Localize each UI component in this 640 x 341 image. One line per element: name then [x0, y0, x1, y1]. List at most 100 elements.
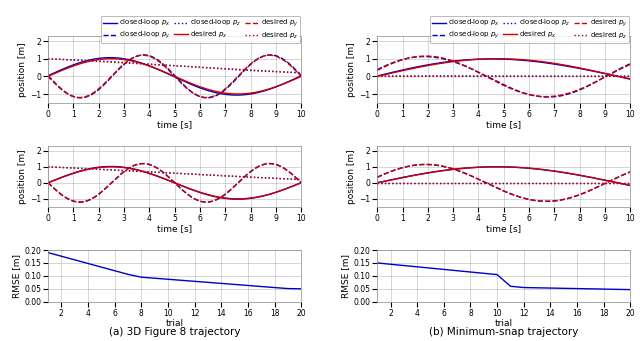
desired $p_y$ — [298, 74, 305, 78]
closed-loop $p_x$ — [547, 62, 555, 66]
Line: desired $p_z$: desired $p_z$ — [48, 59, 301, 73]
desired $p_z$ — [476, 74, 483, 78]
desired $p_z$ — [156, 63, 163, 67]
closed-loop $p_z$ — [572, 74, 579, 78]
Legend: closed-loop $p_x$, closed-loop $p_y$, closed-loop $p_z$, desired $p_x$, desired : closed-loop $p_x$, closed-loop $p_y$, cl… — [430, 16, 630, 43]
desired $p_y$ — [70, 94, 77, 99]
closed-loop $p_y$ — [548, 95, 556, 99]
desired $p_y$ — [548, 94, 556, 99]
Y-axis label: position [m]: position [m] — [348, 42, 356, 97]
closed-loop $p_y$ — [77, 96, 84, 100]
closed-loop $p_x$ — [44, 74, 52, 78]
desired $p_z$ — [246, 68, 254, 72]
closed-loop $p_y$ — [485, 75, 493, 79]
X-axis label: trial: trial — [166, 319, 184, 328]
desired $p_x$ — [108, 57, 115, 61]
closed-loop $p_x$ — [233, 93, 241, 97]
desired $p_z$ — [44, 57, 52, 61]
desired $p_y$ — [627, 62, 634, 66]
closed-loop $p_z$ — [44, 57, 52, 61]
desired $p_y$ — [147, 55, 154, 59]
closed-loop $p_z$ — [485, 74, 493, 78]
Line: closed-loop $p_x$: closed-loop $p_x$ — [48, 58, 301, 95]
desired $p_x$ — [399, 69, 407, 73]
closed-loop $p_z$ — [436, 74, 444, 78]
closed-loop $p_z$ — [547, 74, 555, 78]
closed-loop $p_x$ — [575, 66, 583, 71]
closed-loop $p_z$ — [156, 63, 163, 67]
X-axis label: time [s]: time [s] — [486, 120, 522, 129]
closed-loop $p_y$ — [420, 55, 428, 59]
closed-loop $p_y$ — [44, 73, 52, 77]
desired $p_y$ — [218, 89, 226, 93]
X-axis label: time [s]: time [s] — [157, 224, 192, 233]
desired $p_y$ — [76, 95, 84, 100]
closed-loop $p_x$ — [298, 74, 305, 78]
desired $p_x$ — [575, 66, 583, 70]
closed-loop $p_y$ — [218, 90, 226, 94]
Y-axis label: RMSE [m]: RMSE [m] — [12, 254, 21, 298]
closed-loop $p_y$ — [545, 95, 552, 99]
closed-loop $p_y$ — [70, 94, 77, 99]
Text: (a) 3D Figure 8 trajectory: (a) 3D Figure 8 trajectory — [109, 327, 241, 337]
desired $p_y$ — [476, 71, 484, 75]
Line: desired $p_x$: desired $p_x$ — [48, 59, 301, 94]
desired $p_x$ — [70, 64, 77, 68]
desired $p_y$ — [246, 62, 254, 66]
desired $p_x$ — [147, 64, 154, 69]
desired $p_y$ — [44, 74, 52, 78]
closed-loop $p_z$ — [373, 74, 381, 78]
Line: closed-loop $p_y$: closed-loop $p_y$ — [48, 55, 301, 98]
closed-loop $p_x$ — [242, 92, 250, 97]
desired $p_z$ — [298, 71, 305, 75]
desired $p_z$ — [70, 58, 77, 62]
closed-loop $p_x$ — [147, 64, 154, 69]
closed-loop $p_x$ — [488, 57, 495, 61]
desired $p_y$ — [576, 87, 584, 91]
closed-loop $p_z$ — [476, 74, 484, 78]
closed-loop $p_z$ — [399, 74, 407, 78]
desired $p_z$ — [373, 74, 381, 78]
desired $p_x$ — [218, 91, 226, 95]
closed-loop $p_y$ — [627, 62, 634, 66]
closed-loop $p_z$ — [576, 74, 584, 78]
desired $p_x$ — [547, 61, 555, 65]
desired $p_x$ — [373, 74, 381, 78]
Line: closed-loop $p_y$: closed-loop $p_y$ — [377, 57, 630, 97]
closed-loop $p_x$ — [70, 63, 77, 67]
desired $p_z$ — [571, 74, 579, 78]
closed-loop $p_y$ — [476, 71, 484, 75]
Text: (b) Minimum-snap trajectory: (b) Minimum-snap trajectory — [429, 327, 579, 337]
closed-loop $p_z$ — [218, 67, 226, 71]
closed-loop $p_x$ — [106, 56, 114, 60]
closed-loop $p_y$ — [298, 73, 305, 77]
X-axis label: trial: trial — [495, 319, 513, 328]
closed-loop $p_x$ — [246, 92, 254, 96]
desired $p_z$ — [547, 74, 555, 78]
desired $p_y$ — [572, 89, 579, 93]
desired $p_y$ — [422, 54, 429, 58]
desired $p_x$ — [493, 57, 501, 61]
closed-loop $p_y$ — [266, 53, 274, 57]
closed-loop $p_y$ — [242, 67, 250, 71]
desired $p_y$ — [542, 94, 550, 99]
closed-loop $p_z$ — [627, 74, 634, 78]
desired $p_z$ — [242, 68, 250, 72]
desired $p_z$ — [218, 66, 226, 71]
closed-loop $p_y$ — [147, 54, 154, 58]
desired $p_x$ — [485, 57, 493, 61]
desired $p_x$ — [298, 74, 305, 78]
Legend: closed-loop $p_x$, closed-loop $p_y$, closed-loop $p_z$, desired $p_x$, desired : closed-loop $p_x$, closed-loop $p_y$, cl… — [101, 16, 300, 43]
desired $p_y$ — [485, 76, 493, 80]
closed-loop $p_z$ — [70, 58, 77, 62]
closed-loop $p_z$ — [298, 71, 305, 75]
desired $p_x$ — [242, 92, 250, 96]
desired $p_x$ — [44, 74, 52, 78]
closed-loop $p_z$ — [242, 68, 250, 72]
closed-loop $p_x$ — [627, 77, 634, 81]
closed-loop $p_x$ — [485, 57, 493, 61]
closed-loop $p_z$ — [147, 62, 154, 66]
closed-loop $p_z$ — [246, 69, 254, 73]
closed-loop $p_y$ — [246, 63, 254, 67]
desired $p_z$ — [485, 74, 493, 78]
